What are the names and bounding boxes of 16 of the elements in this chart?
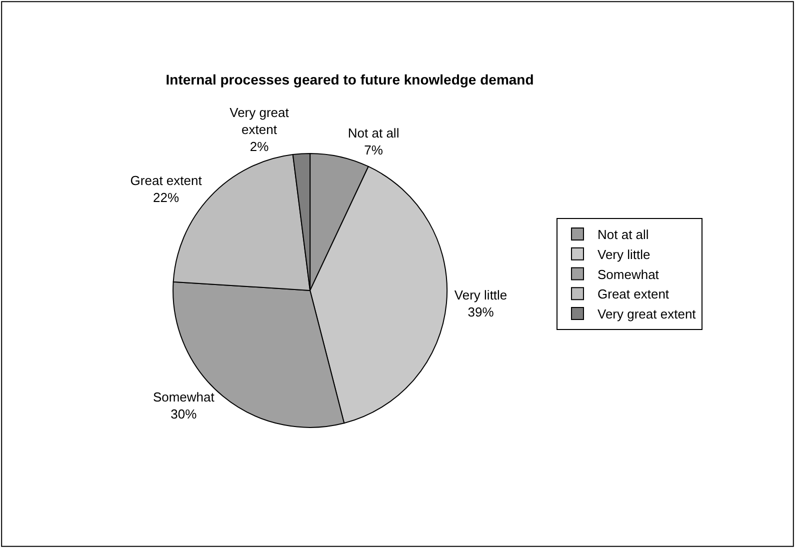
legend-label: Great extent bbox=[598, 286, 670, 302]
slice-label: Great extent bbox=[130, 173, 202, 188]
data-label: 39% bbox=[468, 304, 494, 320]
data-label: 30% bbox=[170, 406, 198, 422]
data-label: 7% bbox=[364, 142, 384, 158]
data-label: 22% bbox=[153, 190, 180, 206]
legend-label: Very little bbox=[598, 246, 650, 262]
slice-label: Somewhat bbox=[152, 390, 215, 405]
legend-label: Not at all bbox=[598, 227, 649, 242]
slice-label: Not at all bbox=[348, 126, 400, 141]
legend-label: Very great extent bbox=[598, 306, 696, 322]
chart-title: Internal processes geared to future knowledge demand bbox=[166, 71, 534, 88]
slice-label: Very little bbox=[454, 288, 508, 303]
legend-label: Somewhat bbox=[598, 266, 660, 282]
slice-label: Very great extent bbox=[230, 105, 290, 137]
data-label: 2% bbox=[250, 138, 270, 154]
